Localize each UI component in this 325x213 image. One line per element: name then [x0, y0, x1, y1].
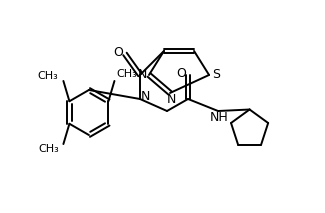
Text: CH₃: CH₃ [38, 144, 59, 154]
Text: CH₃: CH₃ [117, 69, 137, 79]
Text: CH₃: CH₃ [37, 72, 58, 81]
Text: NH: NH [210, 111, 229, 124]
Text: N: N [167, 93, 176, 106]
Text: O: O [113, 46, 123, 59]
Text: N: N [141, 90, 150, 103]
Text: O: O [176, 67, 186, 80]
Text: S: S [212, 68, 220, 81]
Text: N: N [138, 68, 147, 81]
